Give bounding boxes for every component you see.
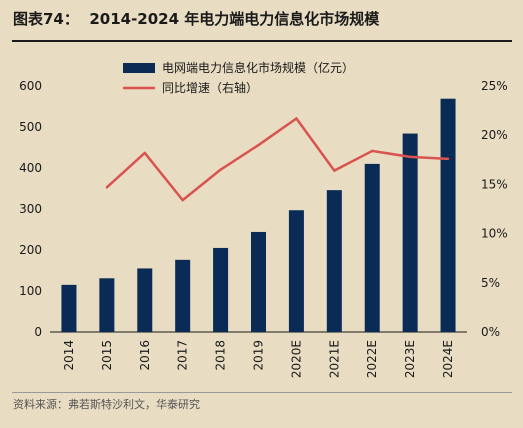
bar [440, 98, 456, 333]
y-right-tick-label: 25% [481, 79, 508, 93]
y-right-tick-label: 5% [481, 276, 500, 290]
y-left-tick-label: 600 [19, 79, 42, 93]
chart-title: 图表74： 2014-2024 年电力端电力信息化市场规模 [13, 8, 379, 29]
x-tick-label: 2020E [289, 340, 303, 378]
y-left-tick-label: 400 [19, 161, 42, 175]
growth-line [106, 117, 449, 202]
chart-title-label: 图表74： [13, 10, 79, 28]
bar [364, 163, 380, 332]
source-divider [12, 392, 512, 393]
y-left-tick-label: 300 [19, 202, 42, 216]
growth-point [257, 143, 260, 147]
x-tick-label: 2018 [214, 340, 228, 371]
y-left-tick-label: 0 [34, 325, 42, 339]
y-right-tick-label: 0% [481, 325, 500, 339]
bar [251, 231, 266, 332]
bar [175, 259, 191, 332]
legend-bar-label: 电网端电力信息化市场规模（亿元） [162, 60, 354, 75]
x-tick-label: 2014 [62, 340, 76, 371]
growth-point [295, 117, 298, 120]
bar [288, 210, 304, 332]
x-tick-label: 2015 [100, 340, 114, 371]
x-tick-label: 2019 [252, 340, 266, 371]
x-tick-label: 2016 [138, 340, 152, 371]
bar [61, 284, 77, 332]
y-left-tick-label: 500 [19, 120, 42, 134]
title-underline [12, 40, 512, 42]
y-left-tick-label: 100 [19, 284, 42, 298]
legend-bar-swatch [123, 63, 155, 73]
growth-point [143, 151, 146, 155]
y-right-tick-label: 20% [481, 128, 508, 142]
x-tick-label: 2017 [176, 340, 190, 371]
legend-line-label: 同比增速（右轴） [162, 80, 258, 95]
growth-point [408, 155, 412, 159]
growth-point [446, 157, 450, 161]
y-left-tick-label: 200 [19, 243, 42, 257]
x-tick-label: 2021E [327, 340, 341, 378]
bar [137, 268, 153, 332]
x-tick-label: 2024E [441, 340, 455, 378]
growth-point [371, 149, 374, 153]
growth-point [333, 169, 336, 172]
y-right-tick-label: 10% [481, 227, 508, 241]
source-note: 资料来源：弗若斯特沙利文，华泰研究 [13, 398, 200, 411]
chart-title-text: 2014-2024 年电力端电力信息化市场规模 [89, 10, 380, 28]
growth-point [219, 168, 222, 171]
title-row: 图表74： 2014-2024 年电力端电力信息化市场规模 [0, 0, 523, 42]
bar [99, 278, 115, 332]
growth-point [181, 198, 184, 202]
growth-point [105, 186, 109, 189]
y-right-tick-label: 15% [481, 177, 508, 191]
x-tick-label: 2023E [403, 340, 417, 378]
bar [326, 190, 342, 332]
bar [402, 133, 418, 332]
bar [213, 247, 229, 332]
x-tick-label: 2022E [365, 340, 379, 378]
